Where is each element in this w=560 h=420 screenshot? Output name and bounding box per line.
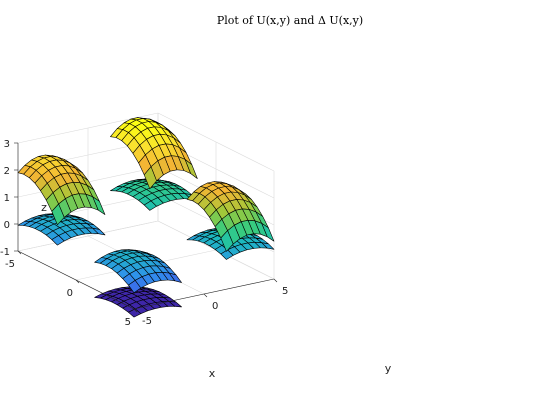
y-tick-mark (133, 308, 138, 313)
x-tick-label: -5 (5, 259, 15, 270)
x-tick-label: 5 (125, 317, 131, 328)
z-tick-label: -1 (0, 247, 10, 258)
surface-cell (143, 200, 157, 211)
surface-cell (220, 249, 234, 260)
y-axis-label: y (385, 362, 392, 375)
x-axis-label: x (209, 367, 216, 380)
z-axis-label: z (41, 201, 47, 214)
z-tick-label: 1 (4, 193, 10, 204)
surface-cell (51, 203, 65, 226)
x-tick-mark (17, 250, 22, 255)
surface-cell (143, 166, 157, 190)
tick-labels: -1 0 1 2 3 -5 0 5 -5 0 5 (0, 139, 288, 328)
grid-line (17, 220, 159, 252)
surfaces (17, 117, 275, 318)
surface-cell (128, 308, 142, 318)
x-tick-label: 0 (67, 288, 73, 299)
surface-cell (220, 230, 234, 252)
z-tick-label: 0 (4, 220, 10, 231)
y-tick-mark (273, 278, 278, 283)
x-tick-mark (75, 279, 80, 284)
axis-frame (14, 142, 278, 313)
surface-cell (128, 280, 142, 294)
chart-title: Plot of U(x,y) and Δ U(x,y) (217, 14, 363, 27)
y-tick-label: 0 (212, 301, 218, 312)
y-tick-label: 5 (282, 286, 288, 297)
y-tick-label: -5 (142, 316, 152, 327)
y-tick-mark (203, 293, 208, 298)
surface-cell (51, 235, 65, 246)
z-tick-label: 3 (4, 139, 10, 150)
z-tick-label: 2 (4, 166, 10, 177)
